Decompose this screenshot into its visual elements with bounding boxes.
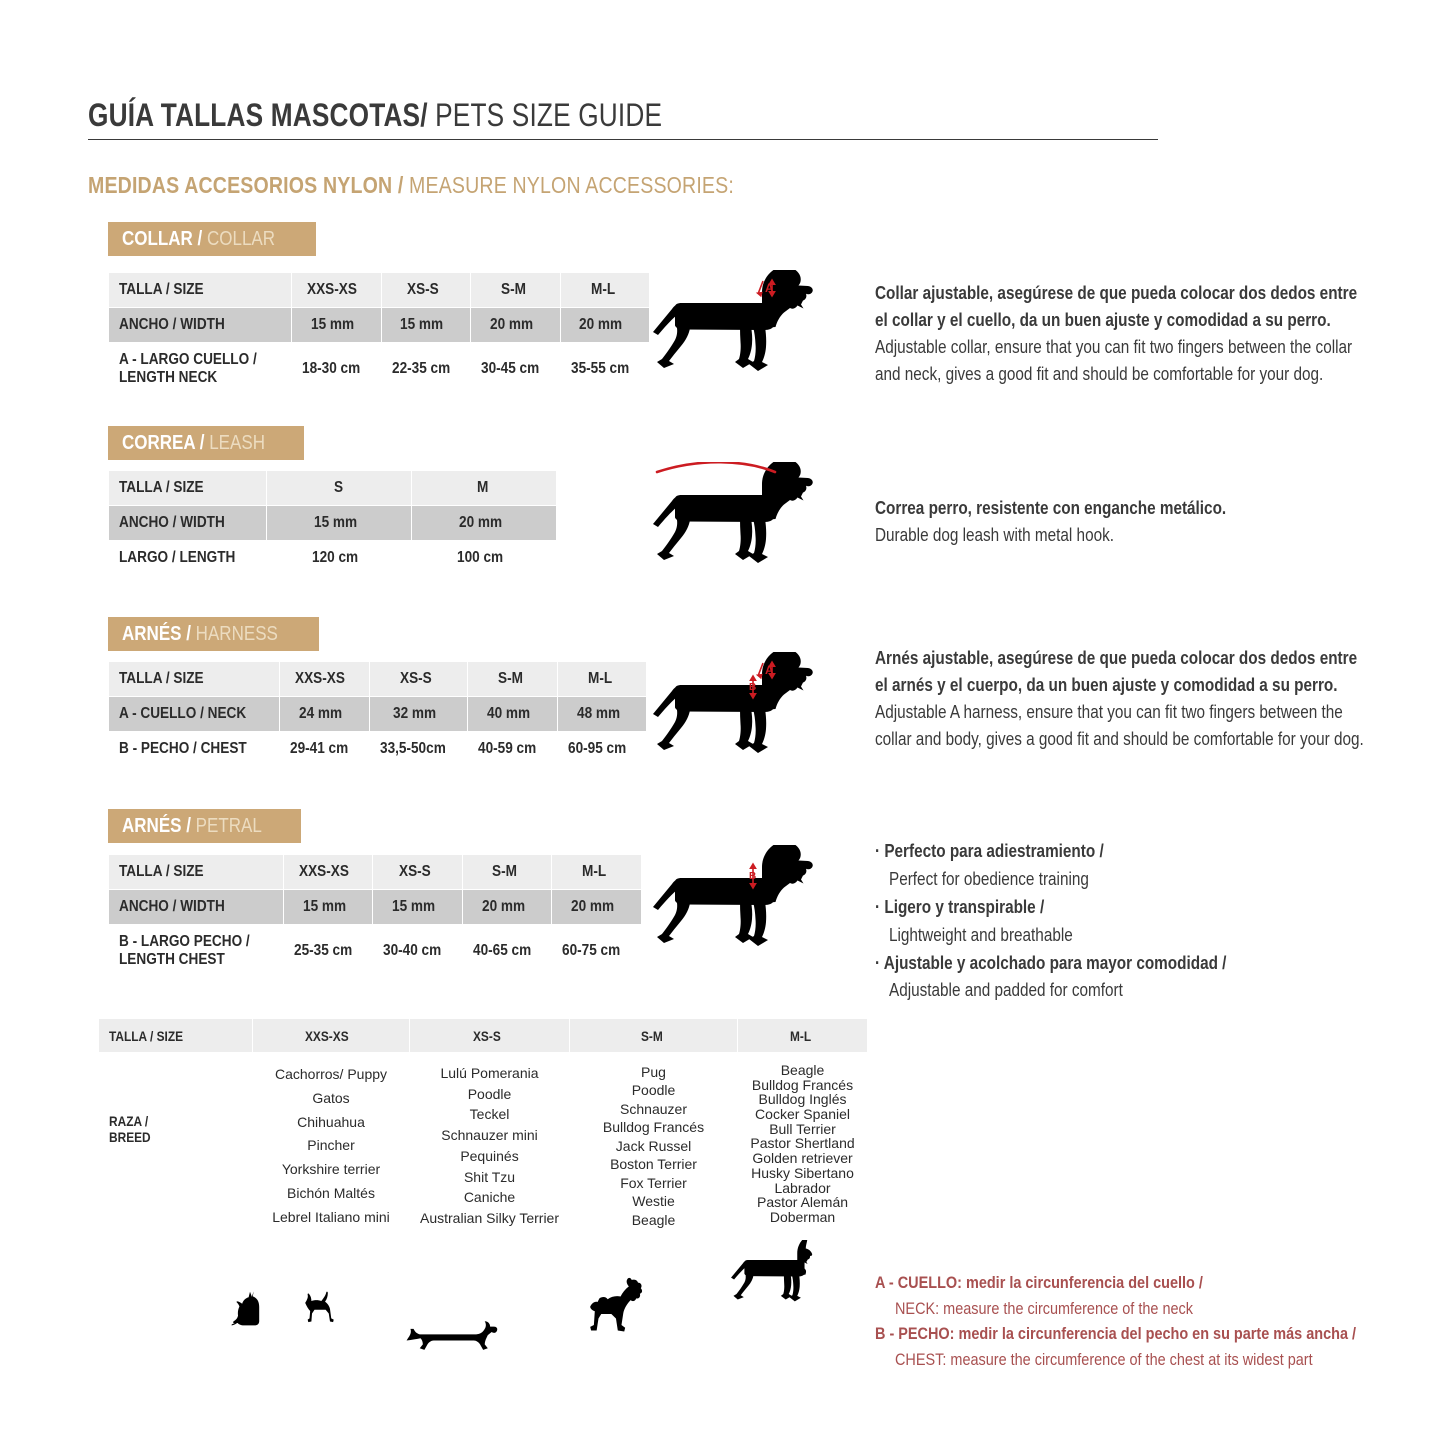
svg-text:B: B: [749, 682, 756, 693]
svg-text:A: A: [765, 663, 774, 677]
svg-text:B: B: [749, 871, 756, 882]
svg-text:A: A: [765, 281, 774, 295]
